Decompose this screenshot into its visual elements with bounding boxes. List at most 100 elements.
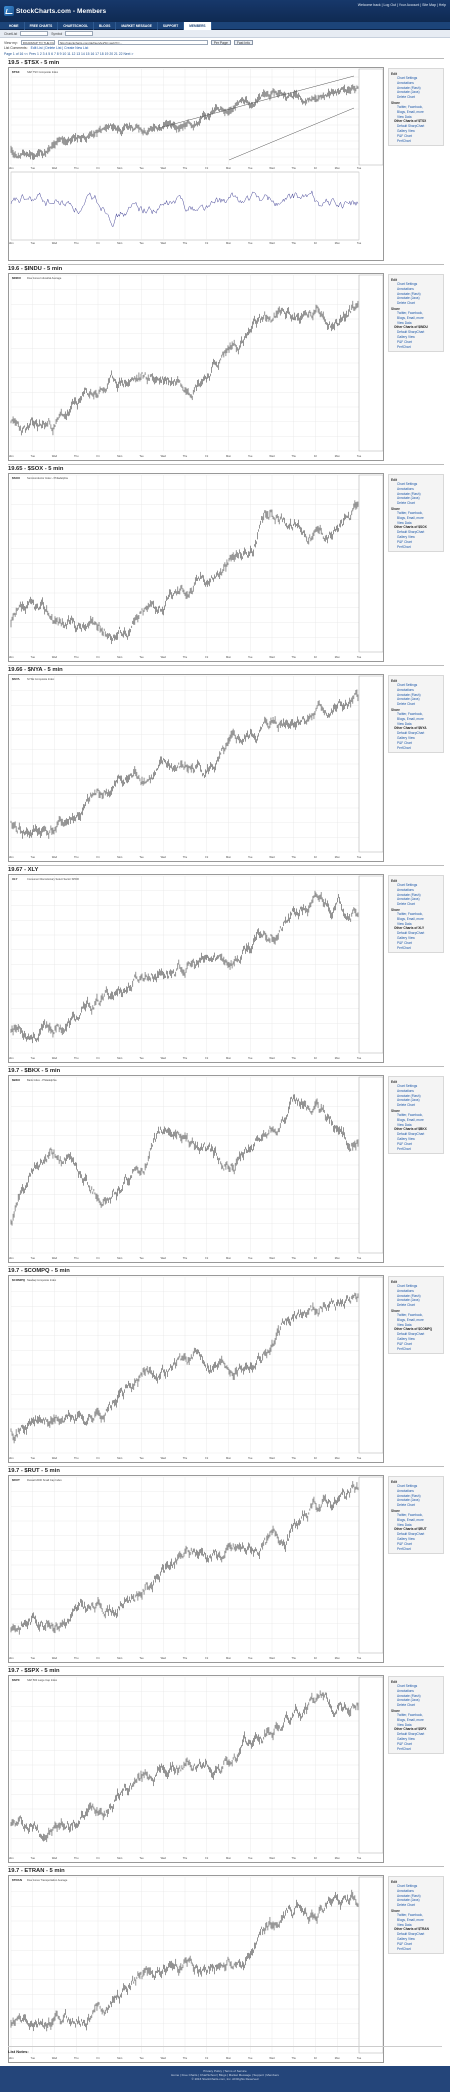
sidebar-share-link[interactable]: View Data	[397, 114, 412, 119]
sidebar-share-link[interactable]: Blogs, Email, more	[397, 1517, 424, 1522]
sidebar-link-annotations[interactable]: Annotations	[397, 1288, 414, 1293]
pager[interactable]: Page 1 of 16 << Prev 1 2 3 4 5 6 7 8 9 1…	[4, 52, 134, 56]
sidebar-other-link[interactable]: Gallery View	[397, 1536, 415, 1541]
sidebar-other-link[interactable]: Gallery View	[397, 1136, 415, 1141]
sidebar-link-annotate-java-[interactable]: Annotate (Java)	[397, 897, 420, 902]
sidebar-other-link[interactable]: Gallery View	[397, 1336, 415, 1341]
sidebar-other-link[interactable]: P&F Chart	[397, 1341, 412, 1346]
chart-title[interactable]: 19.66 - $NYA - 5 min	[8, 667, 63, 673]
sidebar-link-annotate-java-[interactable]: Annotate (Java)	[397, 1298, 420, 1303]
nav-item-blogs[interactable]: BLOGS	[94, 21, 117, 30]
nav-item-market-message[interactable]: MARKET MESSAGE	[116, 21, 158, 30]
sidebar-link-delete-chart[interactable]: Delete Chart	[397, 1303, 415, 1308]
sidebar-share-link[interactable]: Blogs, Email, more	[397, 1117, 424, 1122]
sidebar-link-annotations[interactable]: Annotations	[397, 286, 414, 291]
sidebar-share-link[interactable]: Twitter, Facebook,	[397, 1912, 423, 1917]
sidebar-link-annotations[interactable]: Annotations	[397, 1488, 414, 1493]
symbol-input[interactable]	[65, 31, 94, 36]
sidebar-link-delete-chart[interactable]: Delete Chart	[397, 95, 415, 100]
sidebar-link-annotations[interactable]: Annotations	[397, 687, 414, 692]
sidebar-link-annotate-flash-[interactable]: Annotate (Flash)	[397, 1293, 421, 1298]
footer-legal-links[interactable]: Privacy Policy | Terms of Service	[203, 2069, 247, 2073]
sidebar-link-annotations[interactable]: Annotations	[397, 486, 414, 491]
sidebar-other-link[interactable]: PerfChart	[397, 1946, 411, 1951]
sidebar-share-link[interactable]: Twitter, Facebook,	[397, 711, 423, 716]
sidebar-link-annotate-flash-[interactable]: Annotate (Flash)	[397, 692, 421, 697]
sidebar-link-annotate-java-[interactable]: Annotate (Java)	[397, 697, 420, 702]
sidebar-link-delete-chart[interactable]: Delete Chart	[397, 1703, 415, 1708]
chart-title[interactable]: 19.7 - $BKX - 5 min	[8, 1068, 61, 1074]
sidebar-link-chart-settings[interactable]: Chart Settings	[397, 1084, 418, 1088]
sidebar-link-chart-settings[interactable]: Chart Settings	[397, 282, 418, 286]
sidebar-link-annotate-java-[interactable]: Annotate (Java)	[397, 1498, 420, 1503]
sidebar-share-link[interactable]: Blogs, Email, more	[397, 109, 424, 114]
sidebar-share-link[interactable]: Twitter, Facebook,	[397, 1512, 423, 1517]
sidebar-link-annotate-java-[interactable]: Annotate (Java)	[397, 496, 420, 501]
chart-image[interactable]: $SOX Semiconductor Index - Philadelphia Mo…	[8, 473, 384, 662]
sidebar-share-link[interactable]: Twitter, Facebook,	[397, 510, 423, 515]
sidebar-other-link[interactable]: PerfChart	[397, 945, 411, 950]
sidebar-link-annotate-flash-[interactable]: Annotate (Flash)	[397, 1093, 421, 1098]
sidebar-link-delete-chart[interactable]: Delete Chart	[397, 702, 415, 707]
sidebar-share-link[interactable]: View Data	[397, 1522, 412, 1527]
sidebar-link-annotate-flash-[interactable]: Annotate (Flash)	[397, 291, 421, 296]
chart-image[interactable]: $TSX S&P TSX Composite Index Mon Tue Wed Thu F…	[8, 67, 384, 261]
sidebar-share-link[interactable]: Twitter, Facebook,	[397, 1312, 423, 1317]
sidebar-share-link[interactable]: Twitter, Facebook,	[397, 310, 423, 315]
sidebar-link-annotate-java-[interactable]: Annotate (Java)	[397, 296, 420, 301]
sidebar-other-link[interactable]: Default SharpChart	[397, 731, 425, 736]
sidebar-link-chart-settings[interactable]: Chart Settings	[397, 683, 418, 687]
sidebar-share-link[interactable]: View Data	[397, 1722, 412, 1727]
sidebar-other-link[interactable]: P&F Chart	[397, 940, 412, 945]
sidebar-other-link[interactable]: Gallery View	[397, 534, 415, 539]
sidebar-other-link[interactable]: Default SharpChart	[397, 1932, 425, 1937]
sidebar-other-link[interactable]: Default SharpChart	[397, 1332, 425, 1337]
sidebar-other-link[interactable]: PerfChart	[397, 138, 411, 143]
sidebar-link-annotate-flash-[interactable]: Annotate (Flash)	[397, 85, 421, 90]
sidebar-link-annotate-flash-[interactable]: Annotate (Flash)	[397, 892, 421, 897]
sidebar-other-link[interactable]: Default SharpChart	[397, 1532, 425, 1537]
sidebar-other-link[interactable]: Gallery View	[397, 1936, 415, 1941]
sidebar-other-link[interactable]: P&F Chart	[397, 1741, 412, 1746]
sidebar-other-link[interactable]: Gallery View	[397, 1736, 415, 1741]
sidebar-link-annotations[interactable]: Annotations	[397, 1688, 414, 1693]
sidebar-link-annotate-flash-[interactable]: Annotate (Flash)	[397, 1693, 421, 1698]
chart-title[interactable]: 19.6 - $INDU - 5 min	[8, 266, 63, 272]
sidebar-link-delete-chart[interactable]: Delete Chart	[397, 1903, 415, 1908]
chart-image[interactable]: $INDU Dow Jones Industrial Average Mon Tue W…	[8, 273, 384, 461]
sidebar-share-link[interactable]: Blogs, Email, more	[397, 1717, 424, 1722]
chart-image[interactable]: $SPX S&P 500 Large Cap Index Mon Tue Wed Thu F…	[8, 1675, 384, 1863]
sidebar-link-annotations[interactable]: Annotations	[397, 1888, 414, 1893]
footer-nav-links[interactable]: Home | Free Charts | ChartSchool | Blogs…	[171, 2073, 279, 2077]
sidebar-share-link[interactable]: Blogs, Email, more	[397, 315, 424, 320]
sidebar-other-link[interactable]: Default SharpChart	[397, 530, 425, 535]
account-links[interactable]: Welcome back | Log Out | Your Account | …	[357, 3, 446, 7]
sidebar-other-link[interactable]: PerfChart	[397, 1746, 411, 1751]
chart-title[interactable]: 19.7 - $RUT - 5 min	[8, 1468, 60, 1474]
sidebar-share-link[interactable]: Blogs, Email, more	[397, 716, 424, 721]
nav-item-members[interactable]: MEMBERS	[184, 21, 212, 30]
sidebar-share-link[interactable]: View Data	[397, 921, 412, 926]
sidebar-other-link[interactable]: PerfChart	[397, 1346, 411, 1351]
sidebar-link-chart-settings[interactable]: Chart Settings	[397, 1284, 418, 1288]
sidebar-share-link[interactable]: Blogs, Email, more	[397, 515, 424, 520]
fast-info-button[interactable]: Fast Info	[233, 40, 254, 45]
sidebar-link-chart-settings[interactable]: Chart Settings	[397, 482, 418, 486]
sidebar-other-link[interactable]: P&F Chart	[397, 1541, 412, 1546]
sidebar-link-annotations[interactable]: Annotations	[397, 80, 414, 85]
sidebar-other-link[interactable]: PerfChart	[397, 344, 411, 349]
nav-item-support[interactable]: SUPPORT	[158, 21, 185, 30]
chart-image[interactable]: $BKX Bank Index - Philadelphia Mon Tue Wed Th…	[8, 1075, 384, 1263]
sidebar-link-chart-settings[interactable]: Chart Settings	[397, 883, 418, 887]
sidebar-other-link[interactable]: Gallery View	[397, 735, 415, 740]
list-url-field[interactable]: http://stockcharts.com/def/servlet/SC.we…	[57, 40, 208, 45]
sidebar-share-link[interactable]: View Data	[397, 1922, 412, 1927]
list-comments-links[interactable]: Edit List | Delete List | Create New Lis…	[30, 46, 89, 50]
sidebar-other-link[interactable]: P&F Chart	[397, 740, 412, 745]
chart-title[interactable]: 19.7 - ETRAN - 5 min	[8, 1868, 65, 1874]
chart-image[interactable]: $TRAN Dow Jones Transportation Average Mon…	[8, 1875, 384, 2063]
sidebar-link-annotate-flash-[interactable]: Annotate (Flash)	[397, 1493, 421, 1498]
sidebar-link-annotations[interactable]: Annotations	[397, 887, 414, 892]
sidebar-other-link[interactable]: Default SharpChart	[397, 124, 425, 129]
chart-image[interactable]: $NYA NYSE Composite Index Mon Tue Wed Thu Fri M…	[8, 674, 384, 862]
